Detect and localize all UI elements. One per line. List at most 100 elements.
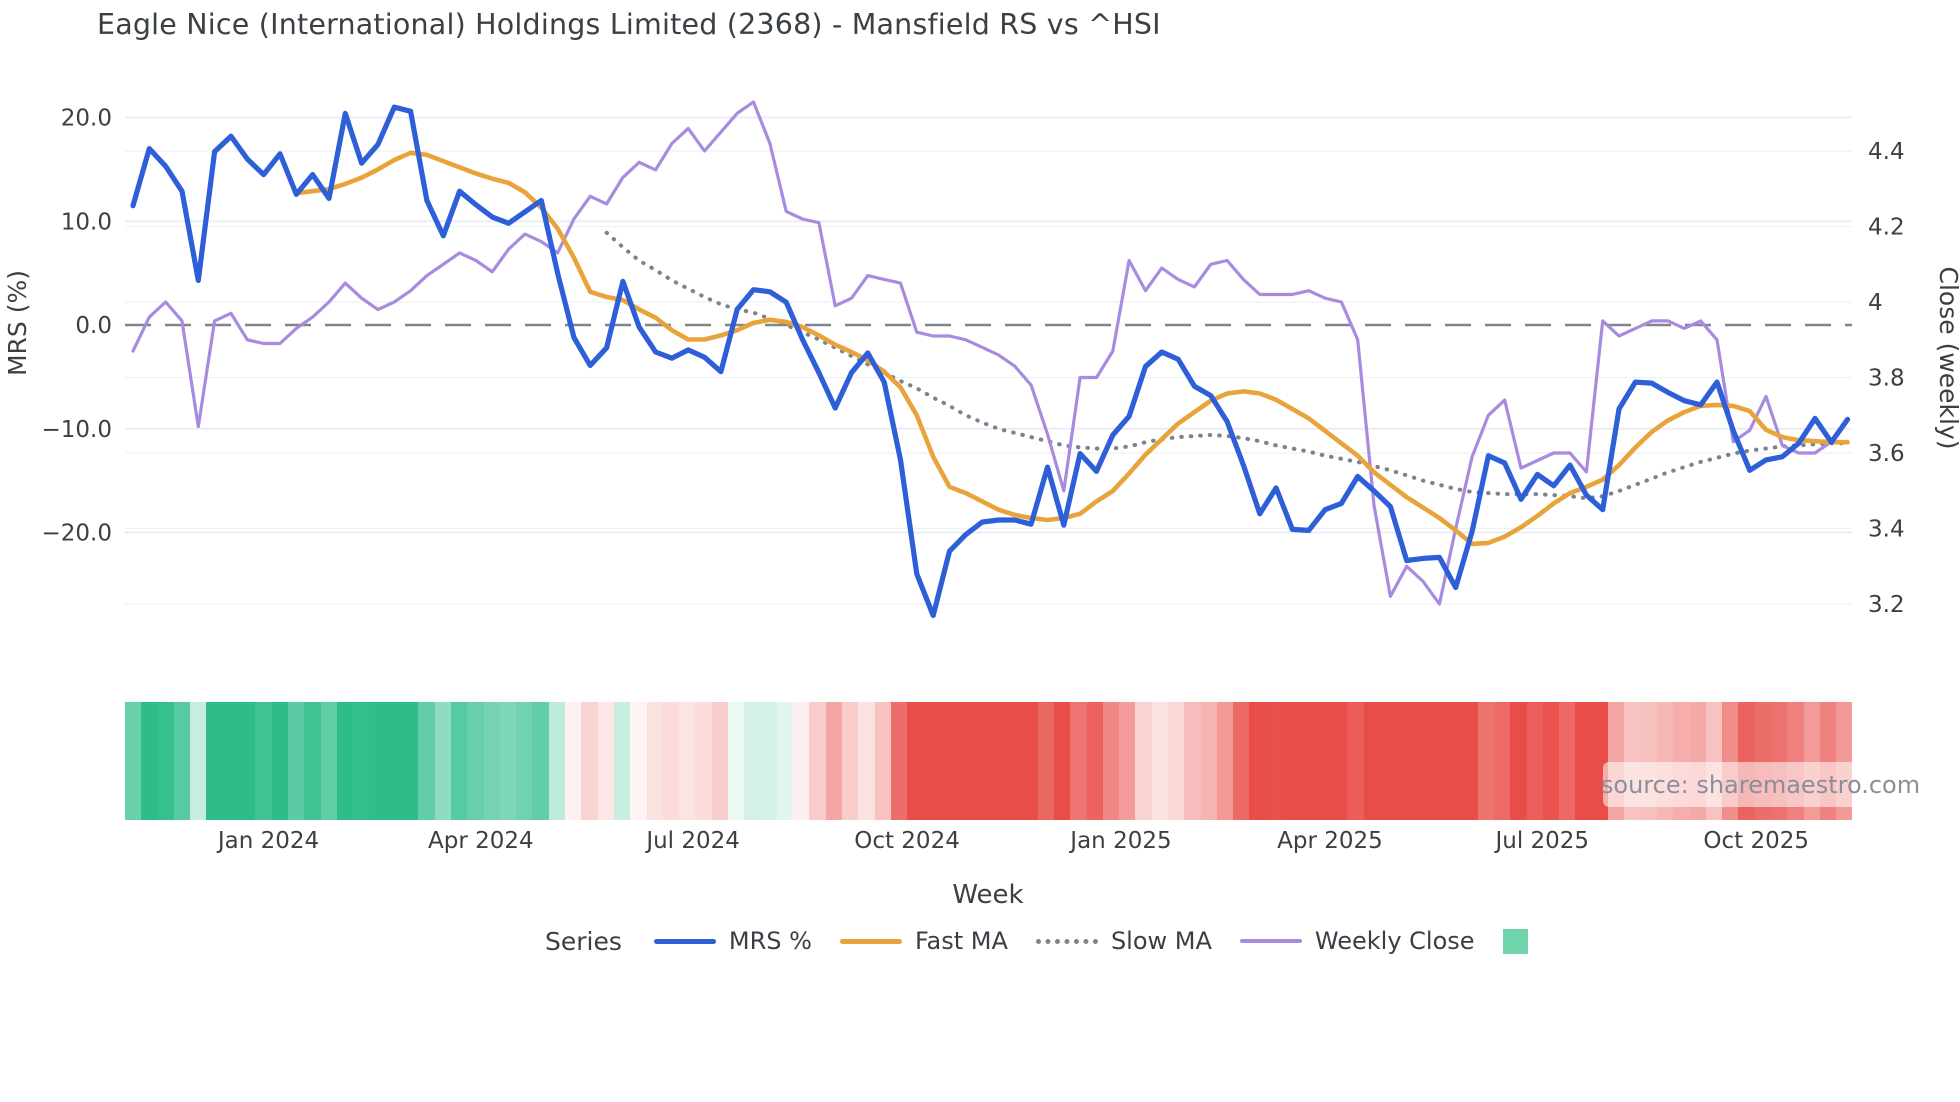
heat-strip-band[interactable]	[597, 702, 614, 820]
weekly-close-line[interactable]	[131, 100, 1833, 606]
heat-strip-band[interactable]	[581, 702, 598, 820]
slow-ma-line[interactable]	[604, 230, 1850, 501]
heat-strip-band[interactable]	[1200, 702, 1217, 820]
legend-item-mrs[interactable]: MRS %	[653, 927, 812, 955]
heat-strip-band[interactable]	[287, 702, 305, 820]
heat-strip-band[interactable]	[369, 702, 386, 820]
heat-strip-band[interactable]	[923, 702, 940, 820]
heat-strip-band[interactable]	[972, 702, 989, 820]
heat-strip-band[interactable]	[1005, 702, 1022, 820]
heat-strip-band[interactable]	[744, 702, 761, 820]
heat-strip-band[interactable]	[1216, 702, 1234, 820]
heat-strip-band[interactable]	[336, 702, 354, 820]
heat-strip-band[interactable]	[402, 702, 419, 820]
heat-strip-band[interactable]	[516, 702, 533, 820]
heat-strip-band[interactable]	[190, 702, 207, 820]
heat-strip-band[interactable]	[1461, 702, 1478, 820]
heat-strip-band[interactable]	[662, 702, 680, 820]
fast-ma-line[interactable]	[293, 150, 1850, 547]
heat-strip-band[interactable]	[1493, 702, 1511, 820]
heat-strip-band[interactable]	[1282, 702, 1299, 820]
heat-strip-band[interactable]	[842, 702, 859, 820]
heat-strip-band[interactable]	[1151, 702, 1168, 820]
heat-strip-band[interactable]	[1070, 702, 1087, 820]
heat-strip-band[interactable]	[1037, 702, 1054, 820]
heat-strip-band[interactable]	[1135, 702, 1152, 820]
heat-strip-band[interactable]	[760, 702, 777, 820]
heat-strip-band[interactable]	[1477, 702, 1494, 820]
heat-strip-band[interactable]	[1298, 702, 1315, 820]
heat-strip-band[interactable]	[727, 702, 745, 820]
heat-strip-band[interactable]	[646, 702, 663, 820]
heat-strip-band[interactable]	[239, 702, 256, 820]
heat-strip-band[interactable]	[956, 702, 973, 820]
heat-strip-band[interactable]	[988, 702, 1006, 820]
heat-strip-band[interactable]	[320, 702, 337, 820]
heat-strip-band[interactable]	[206, 702, 223, 820]
heat-strip-band[interactable]	[565, 702, 582, 820]
heat-strip-band[interactable]	[222, 702, 240, 820]
heat-strip-band[interactable]	[467, 702, 484, 820]
heat-strip-swatch-icon[interactable]	[1502, 928, 1528, 954]
heat-strip-band[interactable]	[1330, 702, 1348, 820]
heat-strip-band[interactable]	[157, 702, 174, 820]
heat-strip-band[interactable]	[1542, 702, 1560, 820]
heat-strip-band[interactable]	[125, 702, 142, 820]
legend-item-weekly-close[interactable]: Weekly Close	[1239, 927, 1475, 955]
heat-strip-band[interactable]	[353, 702, 370, 820]
heat-strip-band[interactable]	[418, 702, 435, 820]
heat-strip-band[interactable]	[1379, 702, 1397, 820]
heat-strip-band[interactable]	[1233, 702, 1250, 820]
heat-strip-band[interactable]	[304, 702, 321, 820]
heat-strip-band[interactable]	[483, 702, 500, 820]
heat-strip-band[interactable]	[450, 702, 468, 820]
heat-strip-band[interactable]	[1053, 702, 1071, 820]
heat-strip-band[interactable]	[1445, 702, 1462, 820]
heat-strip-band[interactable]	[141, 702, 158, 820]
heat-strip-band[interactable]	[1021, 702, 1038, 820]
heat-strip-band[interactable]	[1526, 702, 1543, 820]
heat-strip-band[interactable]	[434, 702, 451, 820]
heat-strip-band[interactable]	[695, 702, 712, 820]
legend-item-slow-ma[interactable]: Slow MA	[1035, 927, 1212, 955]
heat-strip-band[interactable]	[1559, 702, 1576, 820]
heat-strip-band[interactable]	[173, 702, 191, 820]
heat-strip-band[interactable]	[613, 702, 631, 820]
heat-strip-band[interactable]	[1249, 702, 1266, 820]
legend-item-fast-ma[interactable]: Fast MA	[839, 927, 1008, 955]
heat-strip-band[interactable]	[1363, 702, 1380, 820]
heat-strip-band[interactable]	[1347, 702, 1364, 820]
heat-strip-band[interactable]	[1412, 702, 1429, 820]
heat-strip-band[interactable]	[939, 702, 957, 820]
heat-strip-band[interactable]	[679, 702, 696, 820]
heat-strip-band[interactable]	[1265, 702, 1283, 820]
heat-strip-band[interactable]	[1168, 702, 1185, 820]
heat-strip-band[interactable]	[1428, 702, 1446, 820]
heat-strip-band[interactable]	[499, 702, 517, 820]
heat-strip-band[interactable]	[825, 702, 843, 820]
heat-strip-band[interactable]	[532, 702, 549, 820]
heat-strip-band[interactable]	[1314, 702, 1331, 820]
heat-strip-band[interactable]	[1510, 702, 1527, 820]
heat-strip-band[interactable]	[1102, 702, 1120, 820]
heat-strip-band[interactable]	[630, 702, 647, 820]
heat-strip-band[interactable]	[271, 702, 288, 820]
heat-strip-band[interactable]	[1575, 702, 1592, 820]
heat-strip-band[interactable]	[1396, 702, 1413, 820]
heat-strip-band[interactable]	[385, 702, 403, 820]
heat-strip-band[interactable]	[255, 702, 272, 820]
heat-strip-band[interactable]	[1086, 702, 1103, 820]
heat-strip-band[interactable]	[1184, 702, 1201, 820]
heat-strip-band[interactable]	[858, 702, 875, 820]
heat-strip-band[interactable]	[809, 702, 826, 820]
heat-strip-band[interactable]	[793, 702, 810, 820]
source-watermark: source: sharemaestro.com	[1601, 762, 1920, 807]
heat-strip-band[interactable]	[711, 702, 728, 820]
heat-strip-band[interactable]	[776, 702, 794, 820]
heat-strip-band[interactable]	[548, 702, 566, 820]
heat-strip-band[interactable]	[907, 702, 924, 820]
heat-strip-band[interactable]	[890, 702, 908, 820]
mrs-line[interactable]	[130, 104, 1851, 619]
heat-strip-band[interactable]	[874, 702, 891, 820]
heat-strip-band[interactable]	[1119, 702, 1136, 820]
